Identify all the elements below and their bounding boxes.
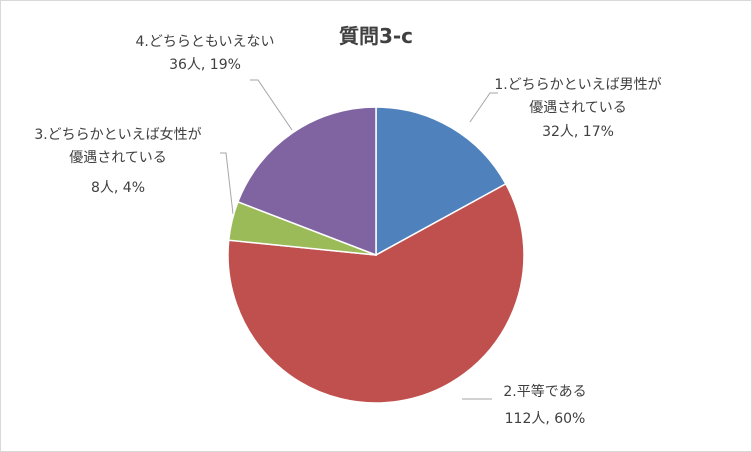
chart-title: 質問3-c [338,24,414,48]
value-label: 32人, 17% [542,124,614,140]
pie-slice [375,106,507,257]
slice-label: 3.どちらかといえば女性が 優遇されている [34,127,202,166]
slice-label: 2.平等である [503,384,587,400]
slice-label: 1.どちらかといえば男性が 優遇されている [494,77,662,116]
leader-line [250,79,293,131]
value-label: 112人, 60% [504,411,586,427]
leader-line [469,92,498,123]
leader-line [220,152,234,215]
pie-slice [236,106,377,257]
value-label: 36人, 19% [169,57,241,73]
value-label: 8人, 4% [90,180,146,196]
pie-slice [227,182,525,404]
slice-label: 4.どちらともいえない [135,34,275,50]
